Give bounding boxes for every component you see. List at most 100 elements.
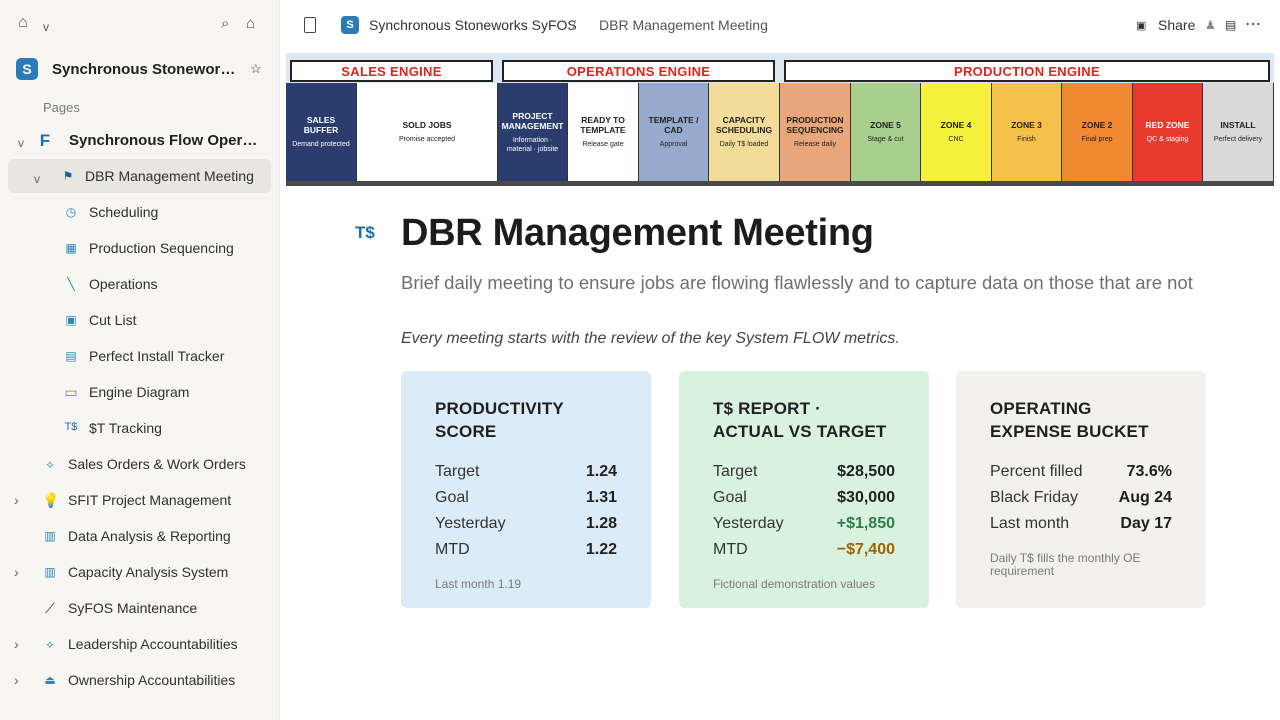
sidebar-item-label: Capacity Analysis System xyxy=(68,564,229,580)
metric-label: Yesterday xyxy=(435,515,506,532)
sidebar-item-operations[interactable]: ╲ Operations xyxy=(8,267,271,301)
chevron-down-icon[interactable]: v xyxy=(18,136,24,150)
user-icon[interactable]: ♟ xyxy=(1205,18,1216,32)
sidebar-item-label: Production Sequencing xyxy=(89,240,234,256)
sidebar-item-cut-list[interactable]: ▣ Cut List xyxy=(8,303,271,337)
sidebar-item-label: SyFOS Maintenance xyxy=(68,600,198,616)
stage-subtitle: Release daily xyxy=(793,141,837,148)
home-icon[interactable]: ⌂ xyxy=(18,14,28,31)
sidebar-item-syfos-maintenance[interactable]: ⟋ SyFOS Maintenance xyxy=(8,591,271,625)
sidebar-item-label: Perfect Install Tracker xyxy=(89,348,225,364)
metric-row: Goal $30,000 xyxy=(713,485,895,511)
tree-icon: ⟡ xyxy=(46,457,54,471)
metric-value: 1.28 xyxy=(585,515,617,532)
sidebar-item-ownership-accountabilities[interactable]: › ⏏ Ownership Accountabilities xyxy=(8,663,271,697)
engine-stage: RED ZONE QC & staging xyxy=(1133,83,1203,181)
engine-stages: SALES BUFFER Demand protected SOLD JOBS Pro… xyxy=(286,83,1274,181)
sidebar-item-t-tracking[interactable]: T$ $T Tracking xyxy=(8,411,271,445)
sidebar-item-label: Data Analysis & Reporting xyxy=(68,528,231,544)
stage-title: PRODUCTION SEQUENCING xyxy=(786,115,844,135)
metric-value: $30,000 xyxy=(837,489,895,506)
stage-title: SOLD JOBS xyxy=(402,120,452,130)
stage-subtitle: QC & staging xyxy=(1146,136,1189,143)
sidebar-item-perfect-install-tracker[interactable]: ▤ Perfect Install Tracker xyxy=(8,339,271,373)
sales-engine-header: SALES ENGINE xyxy=(290,60,493,82)
metric-label: Percent filled xyxy=(990,463,1083,480)
metric-label: MTD xyxy=(713,541,748,558)
stage-title: ZONE 4 xyxy=(940,120,972,130)
engine-stage: INSTALL Perfect delivery xyxy=(1203,83,1274,181)
sidebar-toggle-icon[interactable] xyxy=(304,17,316,33)
sidebar-item-data-analysis[interactable]: ▥ Data Analysis & Reporting xyxy=(8,519,271,553)
engine-banner: SALES ENGINE OPERATIONS ENGINE PRODUCTIO… xyxy=(286,53,1274,186)
metric-value: 1.31 xyxy=(585,489,617,506)
grid-icon: ▦ xyxy=(65,241,77,255)
sidebar-item-sales-orders[interactable]: ⟡ Sales Orders & Work Orders xyxy=(8,447,271,481)
workspace-name: Synchronous Stoneworks SyFOS xyxy=(52,60,242,78)
sidebar-item-sfit-project-management[interactable]: › 💡 SFIT Project Management xyxy=(8,483,271,517)
chevron-down-icon[interactable]: v xyxy=(43,20,49,34)
person-icon: ⏏ xyxy=(44,673,56,687)
sidebar-item-label: Ownership Accountabilities xyxy=(68,672,236,688)
wrench-icon: ⟋ xyxy=(45,600,55,616)
sidebar-item-capacity-analysis[interactable]: › ▥ Capacity Analysis System xyxy=(8,555,271,589)
sidebar-item-production-sequencing[interactable]: ▦ Production Sequencing xyxy=(8,231,271,265)
metric-value: Day 17 xyxy=(1120,515,1172,532)
sidebar-item-label: Operations xyxy=(89,276,158,292)
chevron-down-icon[interactable]: v xyxy=(34,172,40,186)
chevron-right-icon[interactable]: › xyxy=(14,672,19,688)
publish-icon[interactable]: ▣ xyxy=(1136,20,1147,32)
sidebar-item-label: Sales Orders & Work Orders xyxy=(68,456,246,472)
metric-row: Target 1.24 xyxy=(435,459,617,485)
productivity-score-card: PRODUCTIVITY SCORE Target 1.24 Goal 1.31 Y… xyxy=(401,371,651,608)
sidebar-item-scheduling[interactable]: ◷ Scheduling xyxy=(8,195,271,229)
sidebar-item-engine-diagram[interactable]: ▭ Engine Diagram xyxy=(8,375,271,409)
engine-stage: PROJECT MANAGEMENT Information · material… xyxy=(498,83,568,181)
tree-icon: ⟡ xyxy=(46,637,54,651)
breadcrumb-root[interactable]: Synchronous Stoneworks SyFOS xyxy=(369,17,577,33)
operating-expense-card: OPERATING EXPENSE BUCKET Percent filled 7… xyxy=(956,371,1206,608)
stage-title: TEMPLATE / CAD xyxy=(648,115,699,135)
sidebar-item-label: DBR Management Meeting xyxy=(85,168,254,184)
search-icon[interactable]: ⌕ xyxy=(221,15,230,32)
sidebar-item-dbr-meeting[interactable]: v ⚑ DBR Management Meeting xyxy=(8,159,271,193)
breadcrumb-current[interactable]: DBR Management Meeting xyxy=(599,17,768,33)
metric-row: Percent filled 73.6% xyxy=(990,459,1172,485)
chevron-right-icon[interactable]: › xyxy=(14,636,19,652)
stage-subtitle: Perfect delivery xyxy=(1213,136,1263,143)
workspace-switcher[interactable]: S Synchronous Stoneworks SyFOS ☆ xyxy=(16,56,272,82)
metric-value: 1.22 xyxy=(585,541,617,558)
stage-subtitle: Demand protected xyxy=(292,141,350,148)
metric-label: Last month xyxy=(990,515,1070,532)
share-button[interactable]: Share xyxy=(1158,17,1196,33)
sidebar-top-bar: ⌂ v ⌕ ⌂ xyxy=(0,0,280,50)
engine-stage: READY TO TEMPLATE Release gate xyxy=(568,83,639,181)
page-title[interactable]: DBR Management Meeting xyxy=(401,212,874,254)
page-icon[interactable]: T$ xyxy=(355,223,375,242)
sidebar-item-leadership-accountabilities[interactable]: › ⟡ Leadership Accountabilities xyxy=(8,627,271,661)
inbox-icon[interactable]: ⌂ xyxy=(246,15,256,32)
metric-row: Goal 1.31 xyxy=(435,485,617,511)
comments-icon[interactable]: ▤ xyxy=(1225,18,1237,32)
production-engine-header: PRODUCTION ENGINE xyxy=(784,60,1270,82)
card-footnote: Daily T$ fills the monthly OE requiremen… xyxy=(990,551,1141,578)
top-bar: S Synchronous Stoneworks SyFOS / DBR Man… xyxy=(280,0,1280,50)
more-options-icon[interactable]: ⋯ xyxy=(1245,16,1261,33)
metric-label: Yesterday xyxy=(713,515,784,532)
banner-divider xyxy=(286,181,1274,186)
metric-row: MTD 1.22 xyxy=(435,537,617,563)
engine-stage: SOLD JOBS Promise accepted xyxy=(357,83,498,181)
stage-subtitle: Promise accepted xyxy=(398,136,456,143)
sidebar-item-syfos[interactable]: v F Synchronous Flow Operating System xyxy=(8,123,271,157)
chevron-right-icon[interactable]: › xyxy=(14,564,19,580)
engine-stage: PRODUCTION SEQUENCING Release daily xyxy=(780,83,851,181)
metric-value: −$7,400 xyxy=(836,541,895,558)
sidebar-item-label: Scheduling xyxy=(89,204,159,220)
metric-label: Goal xyxy=(713,489,747,506)
stage-subtitle: Approval xyxy=(659,141,688,148)
chevron-right-icon[interactable]: › xyxy=(14,492,19,508)
sidebar-item-label: $T Tracking xyxy=(89,420,162,436)
lightbulb-icon: 💡 xyxy=(42,492,60,508)
star-icon[interactable]: ☆ xyxy=(250,61,262,76)
stage-title: READY TO TEMPLATE xyxy=(580,115,626,135)
